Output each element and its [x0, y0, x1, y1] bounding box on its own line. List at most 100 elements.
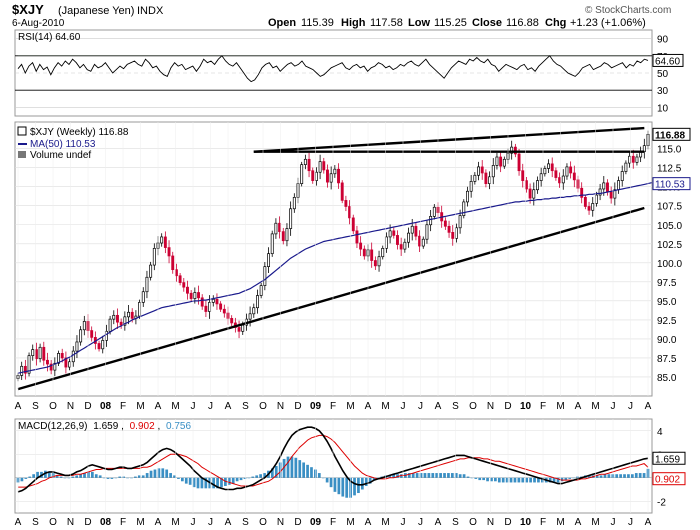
candle-body — [399, 244, 403, 250]
ma-value-label: 110.53 — [655, 180, 685, 191]
watermark: © StockCharts.com — [585, 5, 671, 16]
macd-histogram-bar — [36, 471, 39, 478]
open-value: 115.39 — [301, 17, 334, 29]
macd-histogram-bar — [345, 477, 349, 498]
candle-body — [108, 318, 112, 332]
price-legend: $XJY (Weekly) 116.88 MA(50) 110.53 Volum… — [17, 126, 129, 161]
macd-histogram-bar — [239, 477, 243, 481]
x-tick-label: N — [487, 401, 494, 412]
candle-body — [75, 341, 79, 352]
macd-histogram-bar — [638, 473, 642, 478]
signal-value-label: 0.902 — [655, 475, 680, 486]
macd-histogram-bar — [157, 468, 161, 478]
candle-body — [572, 172, 576, 181]
macd-histogram-bar — [94, 474, 98, 478]
candle-body — [587, 206, 591, 211]
macd-histogram-bar — [153, 469, 157, 478]
macd-histogram-bar — [243, 477, 247, 479]
candle-body — [569, 166, 573, 174]
macd-histogram-bar — [333, 477, 337, 492]
candle-body — [123, 316, 127, 326]
candle-body — [591, 203, 595, 211]
x-tick-label: M — [591, 517, 599, 528]
macd-histogram-bar — [55, 475, 59, 478]
candle-body — [606, 182, 609, 193]
candle-body — [617, 180, 620, 191]
macd-histogram-bar — [458, 474, 462, 478]
open-label: Open — [268, 17, 296, 29]
x-tick-label: M — [591, 401, 599, 412]
macd-histogram-bar — [560, 477, 564, 482]
x-tick-label: S — [242, 517, 249, 528]
candle-body — [547, 163, 550, 169]
chg-label: Chg — [545, 17, 566, 29]
macd-histogram-bar — [435, 473, 439, 478]
candle-body — [270, 233, 274, 255]
rsi-line — [17, 55, 649, 83]
macd-histogram-bar — [431, 473, 435, 478]
macd-histogram-bar — [71, 476, 75, 478]
candle-body — [337, 168, 340, 184]
macd-histogram-bar — [220, 477, 223, 488]
candle-body — [477, 166, 480, 176]
candle-body — [510, 146, 514, 154]
macd-histogram-bar — [341, 477, 345, 497]
chart-date: 6-Aug-2010 — [12, 18, 65, 29]
x-tick-label: N — [277, 401, 284, 412]
macd-histogram-bar — [407, 473, 411, 478]
macd-histogram-bar — [642, 473, 646, 478]
rsi-tick-label: 30 — [657, 86, 669, 97]
x-tick-label: J — [611, 517, 616, 528]
macd-legend: MACD(12,26,9) 1.659 , 0.902 , 0.756 — [18, 421, 191, 432]
candle-body — [473, 174, 477, 182]
x-tick-label: F — [120, 401, 126, 412]
x-tick-label: M — [556, 401, 564, 412]
high-value: 117.58 — [370, 17, 403, 29]
x-tick-label: O — [49, 517, 57, 528]
x-tick-label: A — [155, 401, 162, 412]
macd-histogram-bar — [497, 477, 501, 483]
macd-histogram-bar — [263, 473, 266, 478]
candle-body — [381, 247, 385, 258]
x-tick-label: 08 — [100, 401, 112, 412]
candle-body — [429, 216, 433, 226]
macd-legend-label: MACD(12,26,9) — [18, 421, 87, 432]
x-tick-label: M — [171, 517, 179, 528]
macd-legend-sep2: , — [157, 421, 160, 432]
candle-body — [82, 321, 86, 331]
candle-body — [178, 275, 182, 283]
macd-histogram-bar — [24, 477, 28, 479]
legend-volume: Volume undef — [30, 150, 91, 161]
macd-histogram-bar — [505, 477, 509, 483]
x-tick-label: A — [575, 401, 582, 412]
candle-body — [53, 362, 57, 371]
candle-body — [517, 153, 521, 172]
candle-body — [300, 164, 304, 185]
macd-histogram-bar — [462, 474, 466, 478]
candle-body — [90, 330, 94, 338]
candle-body — [443, 220, 447, 227]
x-tick-label: A — [225, 517, 232, 528]
macd-histogram-bar — [224, 477, 227, 486]
x-tick-label: M — [381, 401, 389, 412]
macd-histogram-bar — [173, 475, 176, 478]
x-tick-label: S — [32, 517, 39, 528]
price-value-label: 116.88 — [655, 130, 685, 141]
macd-histogram-bar — [102, 477, 106, 479]
macd-histogram-bar — [196, 477, 200, 489]
macd-histogram-bar — [474, 477, 478, 479]
candle-body — [182, 282, 186, 288]
macd-histogram-bar — [169, 473, 172, 478]
x-axis-layer: AASSOONNDD0808FFMMAAMMJJJJAASSOONNDD0909… — [15, 122, 652, 528]
candle-body — [344, 200, 348, 207]
x-tick-label: M — [171, 401, 179, 412]
candle-body — [432, 206, 436, 217]
macd-histogram-bar — [494, 477, 497, 482]
candle-body — [307, 158, 311, 172]
x-tick-label: F — [540, 517, 546, 528]
macd-histogram-bar — [368, 477, 372, 484]
candle-body — [521, 170, 525, 181]
price-tick-label: 85.0 — [657, 373, 677, 384]
x-tick-label: D — [84, 517, 91, 528]
